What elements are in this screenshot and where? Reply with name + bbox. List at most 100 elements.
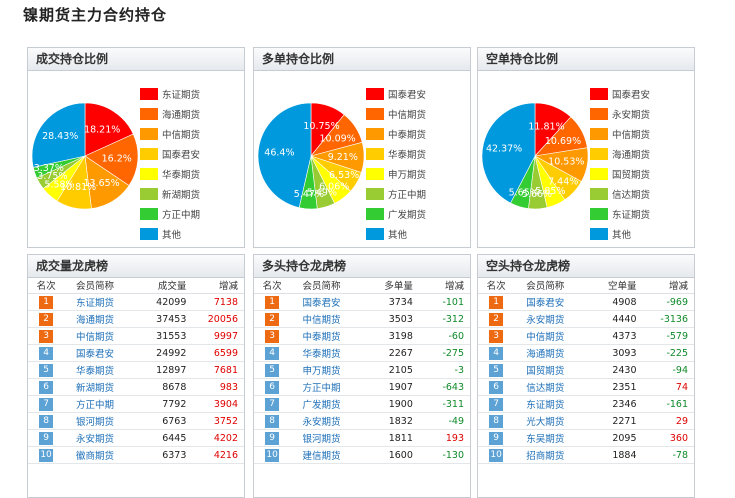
column-header: 名次 [28,277,65,294]
member-name[interactable]: 信达期货 [514,378,577,396]
member-name[interactable]: 广发期货 [290,395,353,413]
change-value: -225 [640,344,694,362]
column-header: 多单量 [352,277,417,294]
change-value: -49 [416,412,470,430]
member-name[interactable]: 永安期货 [514,310,577,328]
table-row: 5 国贸期货 2430 -94 [478,361,694,379]
rank-badge: 3 [489,329,504,343]
pie-slice-label-2: 16.2% [102,154,132,165]
legend-swatch [590,148,608,160]
member-name[interactable]: 华泰期货 [64,361,126,379]
member-name[interactable]: 中信期货 [514,327,577,345]
volume-value: 1900 [352,395,417,413]
member-name[interactable]: 永安期货 [290,412,353,430]
member-name[interactable]: 东吴期货 [514,429,577,447]
volume-value: 2095 [576,429,641,447]
pie-slice-label-7: 5.47% [294,189,324,200]
volume-value: 2346 [576,395,641,413]
member-name[interactable]: 东证期货 [64,293,126,311]
volume-value: 6763 [125,412,191,430]
rank-cell: 9 [28,429,65,447]
member-name[interactable]: 国泰君安 [290,293,353,311]
member-name[interactable]: 申万期货 [290,361,353,379]
legend-swatch [140,188,158,200]
pie-slice-1 [84,102,134,157]
table-row: 7 东证期货 2346 -161 [478,395,694,413]
legend-swatch [140,148,158,160]
change-value: 20056 [190,310,244,328]
member-name[interactable]: 招商期货 [514,446,577,464]
change-value: -3136 [640,310,694,328]
change-value: 4202 [190,429,244,447]
member-name[interactable]: 华泰期货 [290,344,353,362]
rank-badge: 3 [265,329,280,343]
legend-label: 其他 [388,230,408,241]
legend-item-8: 其他 [590,224,694,244]
rank-badge: 2 [39,312,54,326]
rank-cell: 5 [28,361,65,379]
table-row: 6 方正中期 1907 -643 [254,378,470,396]
short-share-pie: 11.81% 10.69% 10.53% 7.44%5.85%5.66%5.65% 42… [481,102,589,210]
member-name[interactable]: 中信期货 [290,310,353,328]
member-name[interactable]: 银河期货 [64,412,126,430]
rank-badge: 5 [39,363,54,377]
table-row: 8 银河期货 6763 3752 [28,412,244,430]
pie-slice-label-3: 9.21% [328,152,358,163]
change-value: 193 [416,429,470,447]
member-name[interactable]: 海通期货 [64,310,126,328]
rank-badge: 10 [489,448,504,462]
member-name[interactable]: 东证期货 [514,395,577,413]
column-header: 成交量 [125,277,191,294]
member-name[interactable]: 海通期货 [514,344,577,362]
member-name[interactable]: 银河期货 [290,429,353,447]
legend-label: 其他 [162,230,182,241]
member-name[interactable]: 国泰君安 [64,344,126,362]
rank-cell: 4 [28,344,65,362]
volume-value: 24992 [125,344,191,362]
volume-value: 8678 [125,378,191,396]
table-row: 4 海通期货 3093 -225 [478,344,694,362]
pie-slice-label-5: 6.06% [319,181,349,192]
column-header: 会员简称 [290,277,353,294]
column-header: 会员简称 [514,277,577,294]
panel-title: 空单持仓比例 [478,48,694,71]
change-value: 9997 [190,327,244,345]
table-row: 2 中信期货 3503 -312 [254,310,470,328]
member-name[interactable]: 方正中期 [64,395,126,413]
volume-share-panel: 成交持仓比例 18.21% 16.2% 13.65% 10.81% 5.58% 3.75%… [27,47,245,248]
member-name[interactable]: 国贸期货 [514,361,577,379]
legend-swatch [590,168,608,180]
rank-badge: 4 [39,346,54,360]
volume-value: 37453 [125,310,191,328]
member-name[interactable]: 新湖期货 [64,378,126,396]
legend-swatch [140,208,158,220]
member-name[interactable]: 中泰期货 [290,327,353,345]
short-share-legend: 国泰君安 永安期货 中信期货 海通期货 国贸期货 信达期货 东证期货 其他 [590,84,694,244]
legend-item-8: 其他 [140,224,244,244]
member-name[interactable]: 国泰君安 [514,293,577,311]
member-name[interactable]: 永安期货 [64,429,126,447]
change-value: 7681 [190,361,244,379]
legend-item-1: 国泰君安 [590,84,694,104]
legend-item-2: 海通期货 [140,104,244,124]
member-name[interactable]: 建信期货 [290,446,353,464]
rank-cell: 3 [254,327,291,345]
legend-label: 华泰期货 [162,170,201,181]
rank-badge: 4 [489,346,504,360]
legend-swatch [590,128,608,140]
member-name[interactable]: 光大期货 [514,412,577,430]
pie-slice-label-4: 10.81% [60,182,96,193]
member-name[interactable]: 方正中期 [290,378,353,396]
pie-slice-label-2: 10.69% [545,136,581,147]
member-name[interactable]: 徽商期货 [64,446,126,464]
legend-item-6: 信达期货 [590,184,694,204]
pie-slice-label-2: 10.09% [319,134,355,145]
legend-item-7: 广发期货 [366,204,470,224]
pie-slice-label-7: 3.37% [34,163,64,174]
rank-cell: 2 [478,310,515,328]
rank-cell: 7 [254,395,291,413]
legend-label: 方正中期 [162,210,201,221]
member-name[interactable]: 中信期货 [64,327,126,345]
table-row: 1 国泰君安 3734 -101 [254,293,470,311]
table-row: 7 广发期货 1900 -311 [254,395,470,413]
